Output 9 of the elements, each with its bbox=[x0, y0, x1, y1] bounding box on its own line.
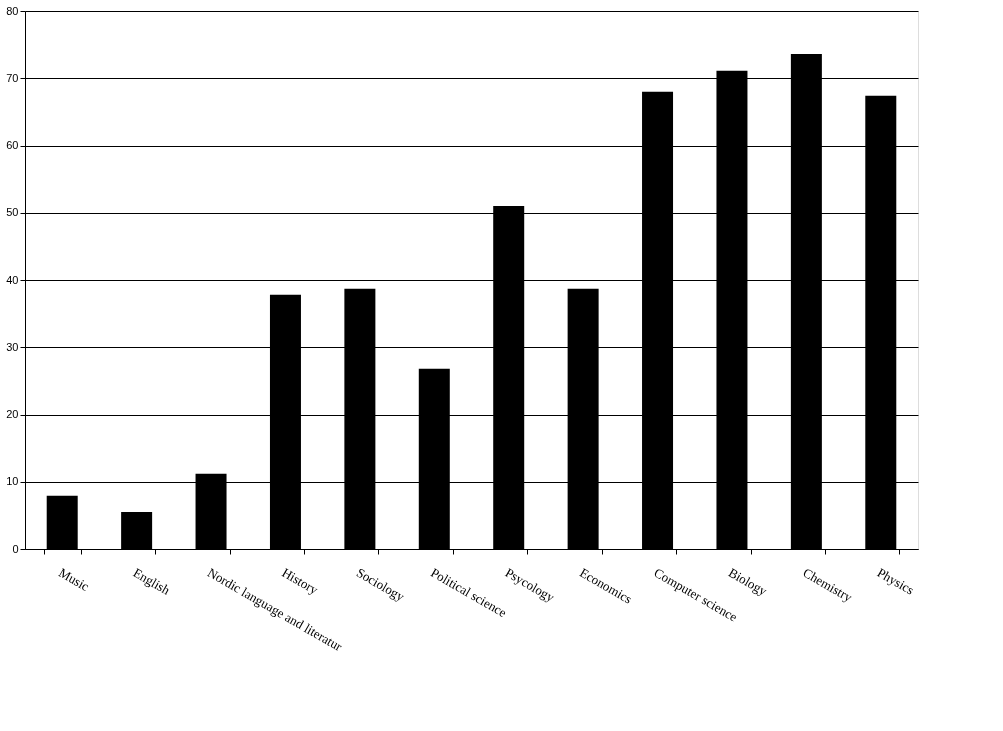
y-tick-label: 70 bbox=[6, 71, 19, 84]
y-tick-label: 50 bbox=[6, 206, 19, 219]
y-tick-label: 80 bbox=[6, 4, 19, 17]
y-tick-label: 60 bbox=[6, 139, 19, 151]
y-tick-label: 0 bbox=[12, 542, 19, 555]
y-tick-label: 40 bbox=[6, 273, 19, 286]
y-tick-label: 10 bbox=[6, 475, 19, 488]
y-tick-label: 20 bbox=[6, 408, 19, 420]
y-tick-label: 30 bbox=[6, 340, 19, 353]
